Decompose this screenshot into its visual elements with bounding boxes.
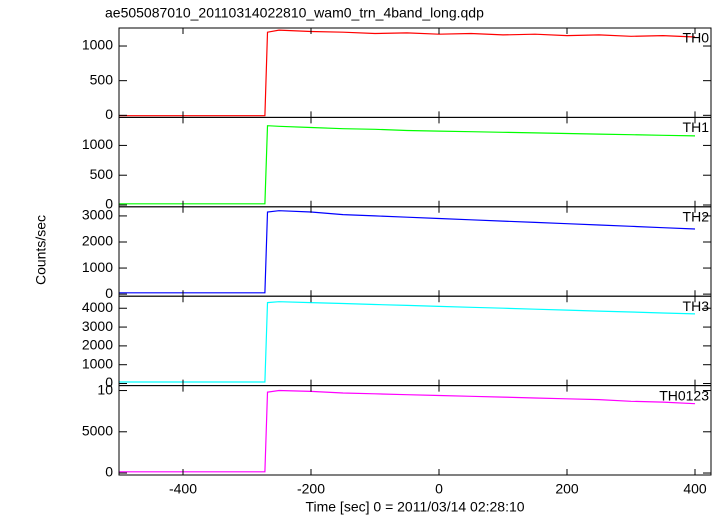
legend-label: TH1 — [683, 119, 710, 135]
y-tick-label: 3000 — [82, 318, 113, 334]
data-line — [119, 389, 696, 473]
data-line — [119, 210, 696, 294]
x-tick-label: -200 — [297, 481, 325, 497]
y-tick-label: 0 — [105, 374, 113, 390]
y-tick-label: 2000 — [82, 233, 113, 249]
data-line — [119, 125, 696, 205]
panel-frame — [118, 27, 712, 118]
y-axis-label: Counts/sec — [33, 215, 49, 285]
x-tick-label: 0 — [435, 481, 443, 497]
y-tick-label: 0 — [105, 106, 113, 122]
y-tick-label: 1000 — [82, 37, 113, 53]
y-tick-label: 0 — [105, 285, 113, 301]
x-tick-label: -400 — [169, 481, 197, 497]
x-axis-label: Time [sec] 0 = 2011/03/14 02:28:10 — [305, 499, 524, 515]
y-tick-label: 1000 — [82, 355, 113, 371]
legend-label: TH0 — [683, 30, 710, 46]
y-tick-label: 10 — [97, 381, 113, 397]
panel-frame — [118, 295, 712, 387]
data-line — [119, 29, 696, 117]
y-tick-label: 0 — [105, 464, 113, 480]
legend-label: TH0123 — [659, 387, 709, 403]
y-tick-label: 500 — [90, 71, 114, 87]
y-tick-label: 5000 — [82, 422, 113, 438]
data-line — [119, 301, 696, 383]
y-tick-label: 1000 — [82, 259, 113, 275]
panel-frame — [118, 385, 712, 476]
x-tick-label: 400 — [683, 481, 707, 497]
y-tick-label: 4000 — [82, 299, 113, 315]
y-tick-label: 0 — [105, 196, 113, 212]
panel-frame — [118, 206, 712, 297]
chart-title: ae505087010_20110314022810_wam0_trn_4ban… — [105, 5, 484, 21]
y-tick-label: 500 — [90, 166, 114, 182]
y-tick-label: 3000 — [82, 207, 113, 223]
x-tick-label: 200 — [555, 481, 579, 497]
y-tick-label: 2000 — [82, 337, 113, 353]
legend-label: TH2 — [683, 209, 710, 225]
legend-label: TH3 — [683, 298, 710, 314]
y-tick-label: 1000 — [82, 136, 113, 152]
